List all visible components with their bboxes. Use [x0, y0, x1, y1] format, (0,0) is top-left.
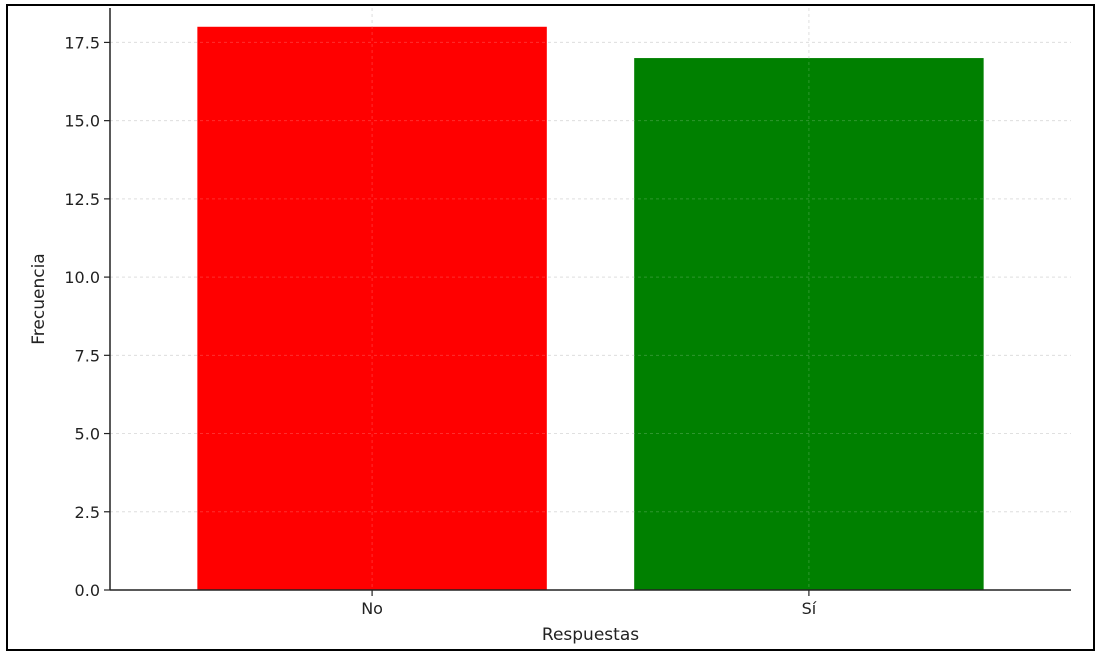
y-axis-title: Frecuencia — [29, 253, 49, 344]
bar-s — [634, 58, 984, 591]
y-tick-label: 0.0 — [75, 581, 100, 600]
y-ticks: 0.0 2.5 5.0 7.5 10.0 12.5 15.0 17.5 — [64, 33, 110, 600]
y-tick-label: 10.0 — [64, 268, 100, 287]
bars — [197, 26, 984, 591]
y-tick-label: 5.0 — [75, 425, 100, 444]
x-axis-title: Respuestas — [542, 625, 639, 645]
x-tick-label: Sí — [802, 599, 817, 618]
y-tick-label: 7.5 — [75, 346, 100, 365]
y-tick-label: 2.5 — [75, 503, 100, 522]
x-ticks: No Sí — [361, 590, 817, 618]
y-tick-label: 15.0 — [64, 112, 100, 131]
bar-no — [197, 26, 547, 591]
y-tick-label: 12.5 — [64, 190, 100, 209]
y-tick-label: 17.5 — [64, 33, 100, 52]
x-tick-label: No — [361, 599, 383, 618]
axes — [109, 8, 1071, 591]
